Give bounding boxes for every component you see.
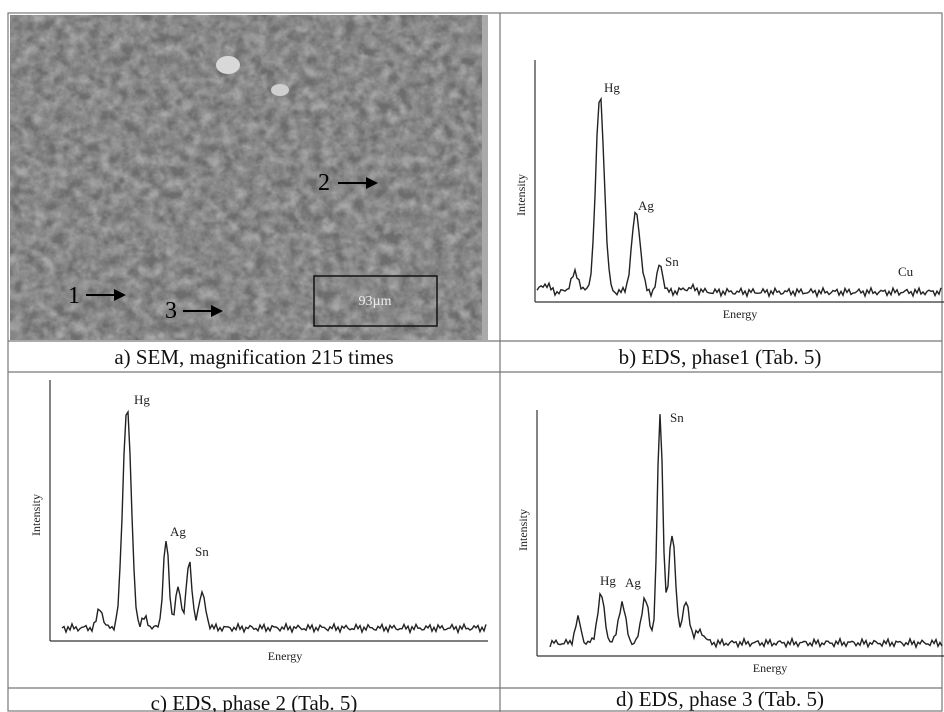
arrow-head: [114, 289, 126, 301]
peak-label: Ag: [625, 575, 641, 590]
peak-label: Ag: [170, 524, 186, 539]
peak-label: Hg: [134, 392, 150, 407]
y-axis-label: Intensity: [516, 509, 530, 551]
caption: b) EDS, phase1 (Tab. 5): [619, 345, 822, 369]
x-axis-label: Energy: [753, 661, 787, 675]
sem-texture: [10, 15, 482, 340]
x-axis-label: Energy: [723, 307, 757, 321]
sem-marker: 2: [318, 170, 330, 196]
arrow-head: [366, 177, 378, 189]
y-axis-label: Intensity: [514, 174, 528, 216]
scale-box: [313, 275, 438, 327]
sem-edge: [482, 15, 488, 340]
sem-marker: 1: [68, 283, 80, 309]
caption: c) EDS, phase 2 (Tab. 5): [151, 691, 358, 712]
peak-label: Cu: [898, 264, 914, 279]
scale-bar-label: 93µm: [359, 294, 392, 309]
peak-label: Sn: [670, 410, 684, 425]
spectrum: [536, 96, 942, 299]
peak-label: Hg: [604, 80, 620, 95]
arrow-head: [211, 305, 223, 317]
spectrum: [549, 414, 943, 650]
caption: a) SEM, magnification 215 times: [114, 345, 393, 369]
spectrum: [61, 409, 487, 635]
peak-label: Sn: [195, 544, 209, 559]
peak-label: Sn: [665, 254, 679, 269]
table-border: [7, 12, 943, 712]
peak-label: Hg: [600, 573, 616, 588]
peak-label: Ag: [638, 198, 654, 213]
x-axis-label: Energy: [268, 649, 302, 663]
caption: d) EDS, phase 3 (Tab. 5): [616, 687, 824, 711]
y-axis-label: Intensity: [29, 494, 43, 536]
sem-particle: [271, 84, 289, 96]
sem-particle: [216, 56, 240, 74]
sem-marker: 3: [165, 298, 177, 324]
